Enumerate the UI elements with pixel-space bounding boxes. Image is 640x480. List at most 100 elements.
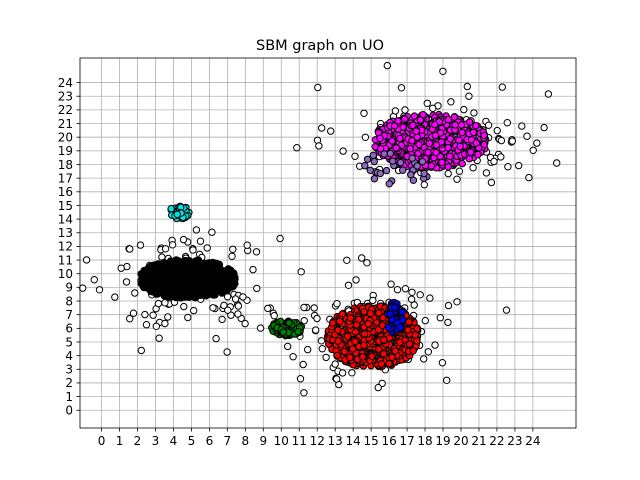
unassigned-node	[361, 133, 370, 142]
community-node	[385, 180, 393, 188]
unassigned-node	[351, 152, 359, 161]
community-node	[366, 166, 374, 175]
unassigned-node	[312, 326, 320, 334]
unassigned-node	[352, 276, 360, 284]
x-tick-label: 3	[152, 434, 160, 448]
community-node	[386, 310, 394, 318]
community-node	[380, 150, 388, 158]
y-tick-label: 11	[58, 253, 73, 267]
unassigned-node	[228, 252, 236, 260]
community-node	[386, 149, 394, 158]
unassigned-node	[142, 321, 151, 329]
community-node	[410, 112, 419, 120]
community-node	[380, 350, 388, 358]
unassigned-node	[310, 304, 318, 312]
community-node	[334, 326, 342, 334]
unassigned-node	[208, 228, 216, 236]
community-node	[401, 115, 409, 123]
community-node	[368, 352, 376, 361]
unassigned-node	[529, 146, 537, 155]
unassigned-node	[314, 83, 322, 92]
unassigned-node	[438, 359, 447, 367]
community-node	[376, 145, 385, 153]
community-node	[174, 281, 182, 289]
community-node	[394, 117, 402, 125]
unassigned-node	[424, 348, 432, 356]
unassigned-node	[374, 383, 382, 392]
community-node	[279, 328, 287, 336]
unassigned-node	[141, 310, 149, 319]
community-node	[390, 122, 399, 130]
y-tick-label: 14	[58, 212, 73, 226]
community-node	[446, 152, 454, 161]
unassigned-node	[317, 337, 326, 345]
x-tick-label: 24	[525, 434, 540, 448]
community-node	[416, 116, 425, 124]
x-tick-label: 17	[399, 434, 414, 448]
unassigned-node	[322, 353, 330, 362]
unassigned-node	[318, 345, 326, 353]
community-node	[223, 272, 231, 280]
y-tick-label: 0	[65, 404, 73, 418]
community-node	[425, 139, 434, 148]
community-node	[189, 258, 198, 266]
community-node	[458, 159, 466, 168]
community-node	[474, 150, 482, 159]
x-tick-label: 1	[116, 434, 124, 448]
unassigned-node	[249, 265, 257, 274]
community-node	[444, 144, 452, 152]
x-tick-label: 15	[363, 434, 378, 448]
unassigned-node	[423, 99, 431, 108]
y-tick-label: 24	[58, 76, 73, 90]
community-node	[154, 273, 162, 281]
y-tick-label: 13	[58, 226, 73, 240]
community-node	[370, 157, 378, 166]
community-node	[432, 148, 440, 157]
y-tick-label: 16	[58, 185, 73, 199]
community-node	[384, 323, 392, 331]
x-tick-label: 20	[453, 434, 468, 448]
unassigned-node	[234, 302, 243, 310]
unassigned-node	[416, 291, 424, 299]
x-tick-label: 19	[435, 434, 450, 448]
unassigned-node	[523, 132, 531, 140]
unassigned-node	[497, 136, 506, 145]
unassigned-node	[315, 142, 323, 150]
x-tick-label: 12	[310, 434, 325, 448]
unassigned-node	[270, 312, 278, 320]
community-node	[360, 308, 368, 316]
unassigned-node	[327, 127, 335, 135]
unassigned-node	[179, 235, 188, 244]
community-node	[190, 268, 198, 277]
community-node	[361, 162, 369, 170]
unassigned-node	[443, 376, 451, 384]
unassigned-node	[453, 175, 461, 183]
unassigned-node	[344, 281, 353, 289]
community-node	[396, 134, 404, 143]
community-node	[472, 121, 480, 130]
unassigned-node	[117, 264, 125, 272]
community-node	[388, 353, 396, 361]
unassigned-node	[190, 306, 198, 315]
community-node	[196, 278, 205, 287]
community-node	[467, 148, 475, 156]
y-tick-label: 4	[65, 349, 73, 363]
unassigned-node	[348, 369, 356, 377]
unassigned-node	[318, 124, 326, 132]
x-tick-label: 10	[274, 434, 289, 448]
unassigned-node	[444, 318, 452, 327]
unassigned-node	[391, 107, 400, 115]
unassigned-node	[455, 167, 464, 175]
unassigned-node	[360, 109, 368, 118]
x-tick-label: 22	[489, 434, 504, 448]
unassigned-node	[431, 341, 439, 349]
community-node	[418, 157, 427, 166]
unassigned-node	[339, 147, 347, 155]
community-node	[376, 134, 384, 143]
unassigned-node	[397, 84, 406, 92]
unassigned-node	[333, 375, 341, 383]
community-node	[382, 166, 391, 175]
unassigned-node	[299, 360, 307, 369]
unassigned-node	[503, 119, 511, 127]
